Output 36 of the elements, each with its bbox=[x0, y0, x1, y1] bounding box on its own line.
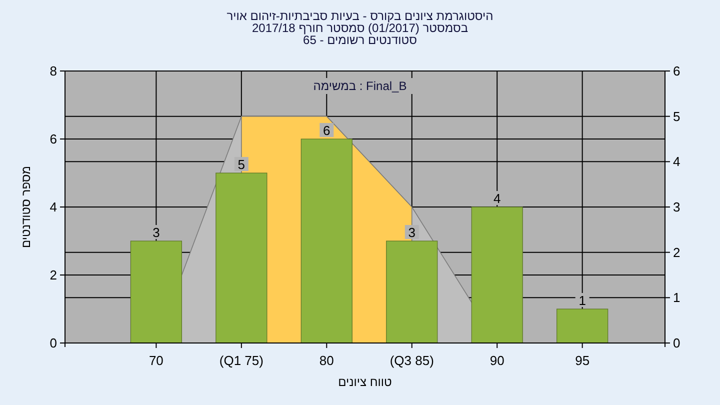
x-tick-label: 90 bbox=[490, 353, 504, 368]
bar bbox=[386, 240, 438, 344]
data-label: 3 bbox=[152, 225, 160, 240]
y2-tick-label: 4 bbox=[673, 154, 680, 170]
bar bbox=[471, 206, 523, 344]
y2-tick-label: 5 bbox=[673, 108, 680, 124]
y-tick-label: 6 bbox=[50, 132, 57, 146]
x-tick-label: 70 bbox=[148, 353, 164, 368]
y2-tick-label: 3 bbox=[673, 200, 680, 214]
y-tick-label: 4 bbox=[50, 200, 57, 214]
annotation: במשימה : Final_B bbox=[313, 79, 407, 93]
x-tick-label: (Q1 75) bbox=[219, 353, 264, 368]
y-tick-label: 2 bbox=[50, 268, 57, 282]
bar bbox=[130, 240, 182, 344]
y2-tick-label: 0 bbox=[673, 336, 680, 350]
x-tick-label: (Q3 85) bbox=[390, 353, 434, 368]
y-axis-title: מספר סטודנטים bbox=[19, 166, 33, 248]
text: סטודנטים רשומים - 65 bbox=[303, 33, 418, 47]
y2-tick-label: 1 bbox=[673, 290, 680, 306]
y2-tick-label: 6 bbox=[673, 64, 680, 78]
chart-subtitle: בסמסטר (01/2017) סמסטר חורף 2017/18 bbox=[252, 21, 468, 35]
x-tick-label: 95 bbox=[575, 353, 590, 368]
bar bbox=[216, 172, 268, 344]
data-label: 6 bbox=[323, 123, 330, 138]
x-tick-label: 80 bbox=[319, 353, 334, 368]
data-label: 4 bbox=[493, 191, 501, 206]
y2-tick-label: 2 bbox=[673, 244, 680, 260]
data-label: 3 bbox=[408, 225, 416, 240]
data-label: 1 bbox=[578, 293, 586, 308]
chart-title: היסטוגרמת ציונים בקורס - בעיות סביבתיות-זיהום אויר bbox=[226, 9, 494, 23]
data-label: 5 bbox=[238, 157, 246, 172]
bar bbox=[300, 138, 352, 344]
bar bbox=[556, 308, 608, 344]
y-tick-label: 8 bbox=[50, 64, 57, 78]
y-tick-label: 0 bbox=[50, 336, 57, 350]
x-axis-title: טווח ציונים bbox=[338, 375, 392, 389]
